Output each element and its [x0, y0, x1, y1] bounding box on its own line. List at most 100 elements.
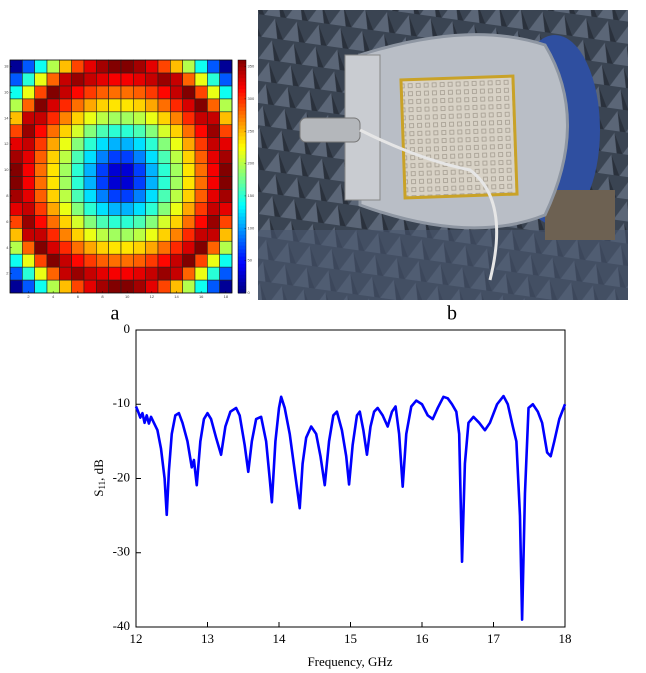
heat-cell — [108, 137, 122, 151]
heat-cell — [182, 111, 196, 126]
heat-cell — [219, 137, 233, 151]
y-tick-label: 8 — [6, 193, 9, 198]
colorbar-step — [238, 136, 246, 141]
heat-cell — [59, 111, 72, 126]
heat-cell — [108, 150, 122, 164]
colorbar-step — [238, 154, 246, 159]
heat-cell — [120, 124, 134, 138]
heat-cell — [120, 266, 134, 281]
heat-cell — [182, 124, 196, 138]
heat-cell — [34, 137, 48, 151]
heat-cell — [157, 98, 171, 113]
cable — [359, 128, 499, 281]
colorbar-step — [238, 212, 246, 218]
heat-cell — [59, 253, 72, 268]
floor — [258, 230, 628, 300]
colorbar-step — [238, 140, 246, 145]
colorbar-step — [238, 158, 246, 163]
y-tick-label: 10 — [4, 167, 9, 172]
heat-cell — [96, 163, 109, 177]
heat-cell — [59, 240, 72, 255]
x-tick-label: 18 — [224, 294, 229, 299]
heat-cell — [219, 189, 233, 203]
heat-cell — [22, 85, 35, 100]
heat-cell — [34, 150, 48, 164]
colorbar-step — [238, 274, 246, 279]
colorbar-step — [238, 125, 246, 130]
colorbar-tick-label: 50 — [248, 258, 253, 263]
x-axis-label: Frequency, GHz — [307, 654, 392, 669]
x-tick-label: 12 — [150, 294, 155, 299]
heat-cell — [83, 150, 97, 164]
heat-cell — [145, 240, 159, 255]
heat-cell — [108, 202, 122, 216]
heat-cell — [182, 215, 196, 229]
colorbar-step — [238, 285, 246, 290]
colorbar-tick-label: 200 — [248, 161, 255, 166]
antenna-array — [399, 74, 519, 200]
x-tick-label: 4 — [52, 294, 55, 299]
heat-cell — [145, 124, 159, 138]
heat-cell — [219, 266, 233, 281]
heat-cell — [182, 137, 196, 151]
heat-cell — [133, 150, 146, 164]
connector — [299, 117, 361, 143]
colorbar-step — [238, 172, 246, 177]
heat-cell — [194, 253, 208, 268]
heat-cell — [9, 124, 23, 138]
heat-cell — [120, 85, 134, 100]
heat-cell — [120, 240, 134, 255]
heat-cell — [133, 163, 146, 177]
heat-cell — [182, 72, 196, 87]
x-tick-label: 12 — [130, 631, 143, 646]
heat-cell — [22, 189, 35, 203]
heat-cell — [83, 163, 97, 177]
heat-cell — [22, 266, 35, 281]
heat-cell — [96, 253, 109, 268]
heat-cell — [22, 150, 35, 164]
heat-cell — [170, 72, 183, 87]
y-tick-label: -20 — [113, 469, 130, 484]
heat-cell — [133, 176, 146, 190]
x-tick-label: 10 — [125, 294, 130, 299]
heat-cell — [71, 176, 85, 190]
panel-label: a — [111, 303, 120, 325]
heat-cell — [9, 98, 23, 113]
heat-cell — [207, 202, 220, 216]
colorbar-step — [238, 151, 246, 156]
heat-cell — [157, 124, 171, 138]
heat-cell — [71, 137, 85, 151]
heat-cell — [194, 227, 208, 242]
y-axis-label-sub: 11 — [97, 481, 107, 490]
heat-cell — [145, 253, 159, 268]
colorbar-step — [238, 100, 246, 105]
heat-cell — [120, 227, 134, 242]
heat-cell — [157, 215, 171, 229]
colorbar-tick-label: 150 — [248, 193, 255, 198]
colorbar-tick-label: 0 — [248, 290, 251, 295]
heat-cell — [219, 253, 233, 268]
heat-cell — [34, 176, 48, 190]
heat-cell — [96, 124, 109, 138]
heat-cell — [157, 59, 171, 74]
heat-cell — [120, 137, 134, 151]
heat-cell — [207, 176, 220, 190]
heat-cell — [207, 137, 220, 151]
heat-cell — [83, 279, 97, 294]
heat-cell — [157, 279, 171, 294]
x-tick-label: 16 — [416, 631, 430, 646]
heat-cell — [182, 279, 196, 294]
heat-cell — [22, 240, 35, 255]
heat-cell — [96, 227, 109, 242]
heat-cell — [120, 111, 134, 126]
heat-cell — [46, 189, 60, 203]
heat-cell — [71, 253, 85, 268]
y-tick-label: -10 — [113, 395, 130, 410]
heat-cell — [46, 227, 60, 242]
y-tick-label: 0 — [124, 321, 131, 336]
heat-cell — [207, 253, 220, 268]
heat-cell — [46, 253, 60, 268]
heat-cell — [145, 111, 159, 126]
heat-cell — [219, 176, 233, 190]
